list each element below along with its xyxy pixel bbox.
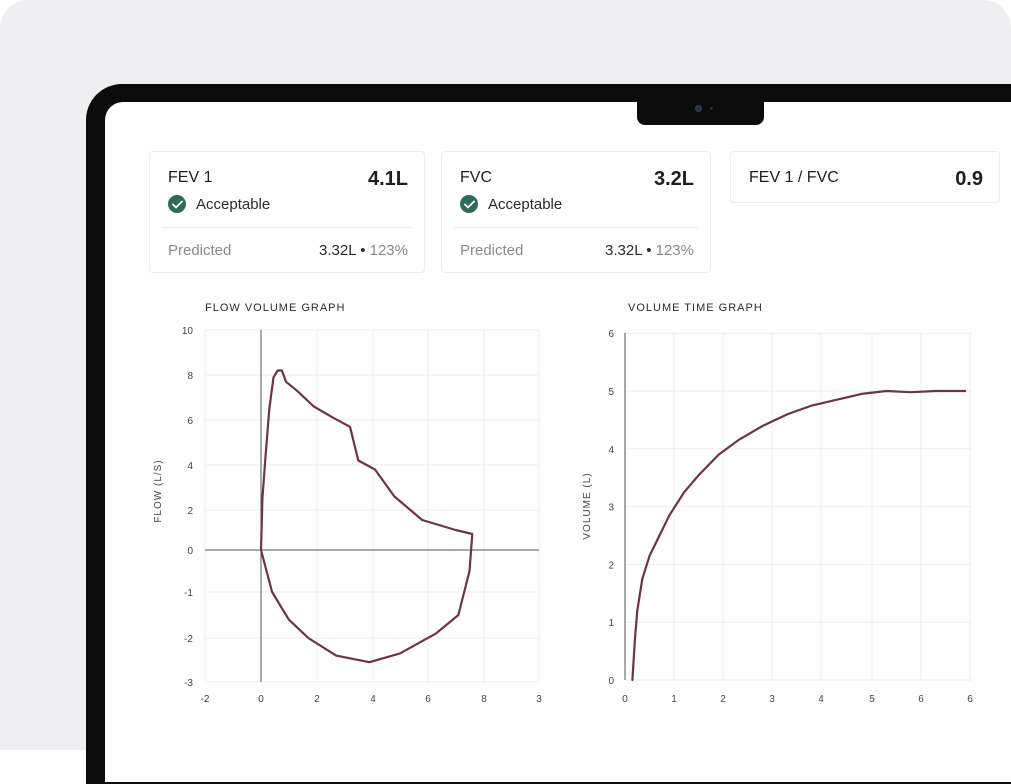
y-axis-label: VOLUME (L): [582, 472, 593, 539]
x-tick-label: 0: [258, 694, 264, 705]
y-tick-label: 5: [608, 387, 614, 398]
x-tick-label: 2: [720, 694, 726, 705]
y-tick-label: 6: [608, 329, 614, 340]
volume-time-chart: 6 5 4 3 2 1 00 1 2 3 4 5 6 6 VOLUME (L): [582, 329, 973, 705]
x-tick-label: 6: [967, 694, 973, 705]
x-tick-label: 6: [918, 694, 924, 705]
status-badge: Acceptable: [168, 195, 270, 213]
fvc-card: FVC 3.2L Acceptable Predicted 3.32L • 12…: [441, 151, 711, 273]
predicted-value: 3.32L • 123%: [319, 242, 408, 259]
x-tick-label: 3: [769, 694, 775, 705]
predicted-percent: 123%: [655, 242, 694, 259]
x-tick-label: 5: [869, 694, 875, 705]
y-tick-label: 6: [187, 416, 193, 427]
x-tick-label: -2: [201, 694, 210, 705]
predicted-value: 3.32L • 123%: [605, 242, 694, 259]
flow-volume-graph-title: FLOW VOLUME GRAPH: [205, 302, 346, 314]
predicted-label: Predicted: [460, 242, 524, 259]
predicted-separator: •: [360, 242, 366, 259]
divider: [454, 227, 698, 228]
check-circle-icon: [460, 195, 478, 213]
y-tick-label: 10: [182, 326, 194, 337]
x-tick-label: 6: [425, 694, 431, 705]
y-tick-label: 8: [187, 371, 193, 382]
camera-notch: [637, 100, 764, 125]
x-tick-label: 2: [314, 694, 320, 705]
flow-volume-curve: [259, 369, 474, 664]
y-tick-label: -2: [184, 634, 193, 645]
card-title: FEV 1 / FVC: [749, 169, 839, 186]
camera-icon: [695, 105, 702, 112]
y-tick-label: 4: [187, 461, 193, 472]
x-tick-label: 4: [818, 694, 824, 705]
camera-sensor-icon: [710, 107, 713, 110]
predicted-separator: •: [646, 242, 652, 259]
volume-time-graph-title: VOLUME TIME GRAPH: [628, 302, 763, 314]
volume-time-curve: [631, 389, 967, 682]
x-tick-label: 1: [671, 694, 677, 705]
status-label: Acceptable: [196, 195, 271, 213]
status-badge: Acceptable: [460, 195, 562, 213]
y-tick-label: -3: [184, 678, 193, 689]
y-tick-label: 3: [608, 503, 614, 514]
predicted-label: Predicted: [168, 242, 232, 259]
x-tick-label: 8: [481, 694, 487, 705]
predicted-percent: 123%: [369, 242, 408, 259]
y-tick-label: -1: [184, 588, 193, 599]
card-value: 3.2L: [653, 168, 694, 190]
card-value: 0.9: [955, 168, 983, 190]
y-tick-label: 4: [608, 445, 614, 456]
y-tick-label: 0: [608, 676, 614, 687]
y-tick-label: 0: [187, 546, 193, 557]
x-tick-label: 3: [536, 694, 542, 705]
card-title: FVC: [460, 169, 492, 186]
card-title: FEV 1: [168, 169, 213, 186]
x-tick-label: 4: [370, 694, 376, 705]
check-circle-icon: [168, 195, 186, 213]
divider: [162, 227, 412, 228]
flow-volume-chart: 10 8 6 4 2 0 -1 -2 -3 -2 0 2 4 6 8 3 FLOW (L/S): [153, 326, 542, 705]
predicted-liters: 3.32L: [319, 242, 357, 259]
y-tick-label: 2: [608, 560, 614, 571]
y-tick-label: 2: [187, 506, 193, 517]
y-tick-label: 1: [608, 618, 614, 629]
y-axis-label: FLOW (L/S): [153, 459, 164, 522]
status-label: Acceptable: [488, 195, 563, 213]
predicted-liters: 3.32L: [605, 242, 643, 259]
fev1-fvc-ratio-card: FEV 1 / FVC 0.9: [730, 151, 1000, 203]
card-value: 4.1L: [367, 168, 408, 190]
fev1-card: FEV 1 4.1L Acceptable Predicted 3.32L • …: [149, 151, 425, 273]
x-tick-label: 0: [622, 694, 628, 705]
